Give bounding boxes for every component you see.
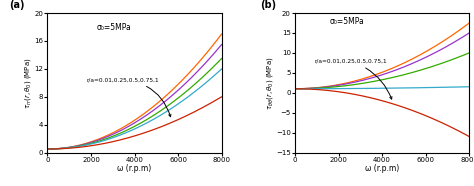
Text: r/a=0.01,0.25,0.5,0.75,1: r/a=0.01,0.25,0.5,0.75,1 [87,77,171,117]
Text: (a): (a) [9,0,25,10]
X-axis label: ω (r.p.m): ω (r.p.m) [118,164,152,173]
Y-axis label: $\tau_{rr}(r, \theta_0)$ (MPa): $\tau_{rr}(r, \theta_0)$ (MPa) [23,57,33,109]
Text: r/a=0.01,0.25,0.5,0.75,1: r/a=0.01,0.25,0.5,0.75,1 [315,59,392,99]
Text: σ₀=5MPa: σ₀=5MPa [330,17,365,26]
X-axis label: ω (r.p.m): ω (r.p.m) [365,164,399,173]
Y-axis label: $\tau_{\theta\theta}(r, \theta_0)$ (MPa): $\tau_{\theta\theta}(r, \theta_0)$ (MPa) [264,56,274,110]
Text: (b): (b) [260,0,276,10]
Text: σ₀=5MPa: σ₀=5MPa [96,23,131,32]
